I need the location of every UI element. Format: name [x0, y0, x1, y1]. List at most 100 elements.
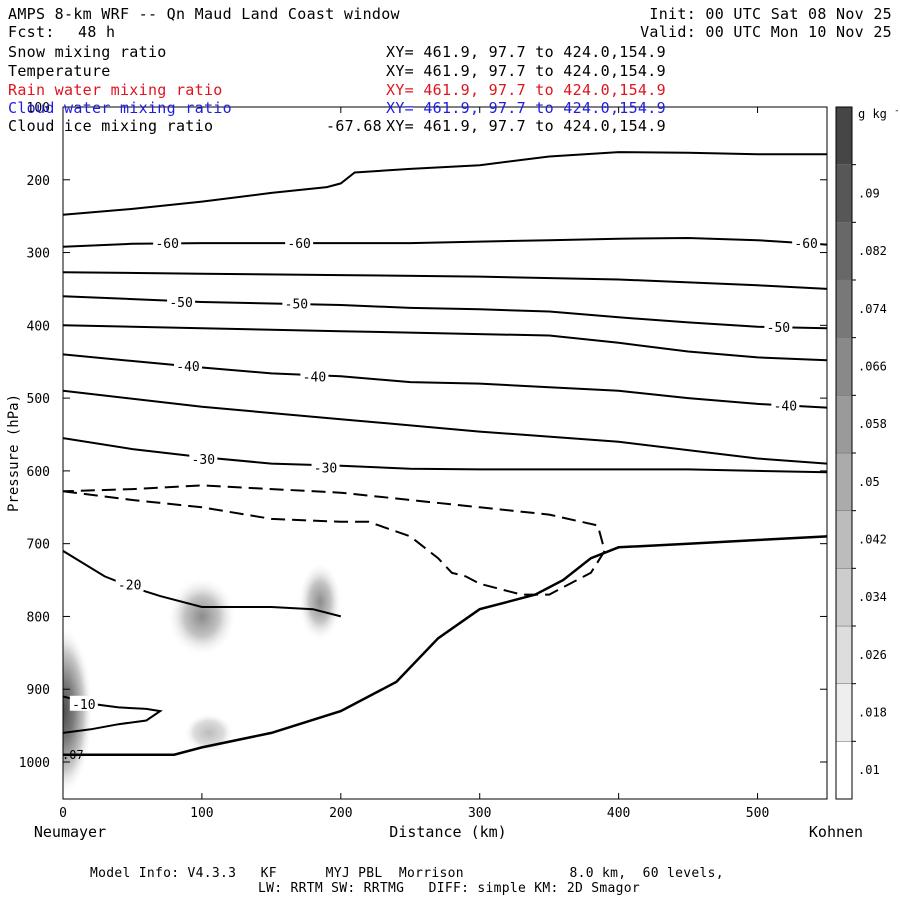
colorbar-bin — [835, 164, 853, 223]
terrain-boundary-contour — [63, 535, 827, 756]
contour-label-bg — [311, 459, 340, 475]
y-tick-label: 600 — [27, 465, 50, 480]
colorbar-label: .042 — [858, 533, 887, 547]
y-tick-label: 100 — [27, 101, 50, 116]
contour-label: -60 — [794, 237, 817, 252]
footer-model-info: Model Info: V4.3.3 KF MYJ PBL Morrison 8… — [90, 866, 724, 881]
temperature-contour — [63, 389, 827, 465]
field-xy-temperature: XY= 461.9, 97.7 to 424.0,154.9 — [386, 62, 666, 80]
field-label-cloud-ice: Cloud ice mixing ratio — [8, 117, 214, 135]
colorbar-bin — [835, 222, 853, 281]
contour-label: -30 — [192, 453, 215, 468]
x-tick-label: 200 — [329, 806, 352, 821]
contour-label-bg — [153, 235, 182, 251]
forecast-value: 48 h — [78, 23, 116, 41]
colorbar-bin — [835, 741, 853, 800]
temperature-contour — [63, 550, 342, 618]
x-tick-label: 0 — [59, 806, 67, 821]
colorbar-label: .05 — [858, 475, 880, 489]
colorbar-bin — [835, 625, 853, 684]
shaded-maximum — [166, 576, 237, 657]
contour-label-bg — [282, 295, 311, 311]
colorbar-label: .058 — [858, 417, 887, 431]
footer-model-config: LW: RRTM SW: RRTMG DIFF: simple KM: 2D S… — [258, 881, 640, 896]
contour-labels: -60 -60 -60 -50 -50 -50 -40 -40 -40 -30 -30 -20 -10 — [69, 235, 821, 713]
temperature-contour — [63, 695, 163, 734]
y-tick-label: 200 — [27, 174, 50, 189]
contour-label-bg — [771, 397, 800, 413]
x-tick-label: 400 — [607, 806, 630, 821]
y-tick-label: 700 — [27, 538, 50, 553]
contour-label: -50 — [767, 321, 790, 336]
forecast-label: Fcst: — [8, 23, 55, 41]
colorbar-label: .082 — [858, 244, 887, 258]
contour-label-bg — [792, 235, 821, 251]
colorbar-bin — [835, 452, 853, 511]
field-label-rain: Rain water mixing ratio — [8, 81, 223, 99]
contour-label: -40 — [303, 370, 326, 385]
field-label-cloud-water: Cloud water mixing ratio — [8, 99, 232, 117]
field-xy-cloud-water: XY= 461.9, 97.7 to 424.0,154.9 — [386, 99, 666, 117]
colorbar-label: .074 — [858, 302, 887, 316]
temperature-contour — [63, 236, 827, 248]
contour-label: -60 — [287, 237, 310, 252]
field-xy-cloud-ice: XY= 461.9, 97.7 to 424.0,154.9 — [386, 117, 666, 135]
temperature-contour — [63, 437, 827, 474]
contour-label: -50 — [285, 298, 308, 313]
x-left-station-label: Neumayer — [34, 823, 106, 841]
contour-label-bg — [764, 318, 793, 334]
tropopause-contour — [63, 151, 827, 216]
y-tick-label: 500 — [27, 392, 50, 407]
colorbar-bin — [835, 337, 853, 396]
colorbar-label: .018 — [858, 706, 887, 720]
header-title: AMPS 8-km WRF -- Qn Maud Land Coast wind… — [8, 5, 400, 23]
contour-label-bg — [285, 235, 314, 251]
colorbar-bin — [835, 683, 853, 742]
y-tick-label: 300 — [27, 247, 50, 262]
y-tick-label: 400 — [27, 319, 50, 334]
colorbar-bin — [835, 395, 853, 454]
colorbar: .01 .018 .026 .034 .042 .05 .058 .066 .074 .082 .0… — [835, 106, 900, 800]
y-tick-label: 800 — [27, 610, 50, 625]
colorbar-label: .09 — [858, 187, 880, 201]
shaded-maximum — [297, 561, 342, 642]
colorbar-label: .026 — [858, 648, 887, 662]
contour-label: -30 — [314, 461, 337, 476]
contour-label: -40 — [176, 360, 199, 375]
colorbar-bin — [835, 106, 853, 165]
y-tick-label: 1000 — [19, 756, 50, 771]
contour-label-bg — [174, 358, 203, 374]
colorbar-unit: g kg -1 — [858, 106, 900, 121]
field-label-temperature: Temperature — [8, 62, 111, 80]
contour-value-annotation: .07 — [62, 748, 84, 762]
contour-label: -50 — [169, 296, 192, 311]
contour-label-bg — [167, 294, 196, 310]
contour-label-bg — [300, 368, 329, 384]
colorbar-label: .01 — [858, 763, 880, 777]
contour-label-bg — [189, 451, 218, 467]
contour-label: -60 — [155, 237, 178, 252]
colorbar-bin — [835, 279, 853, 338]
field-value-cloud-ice: -67.68 — [326, 117, 382, 135]
contour-label-bg — [69, 695, 98, 711]
contour-label: -10 — [72, 698, 95, 713]
x-tick-label: 300 — [468, 806, 491, 821]
field-xy-snow: XY= 461.9, 97.7 to 424.0,154.9 — [386, 43, 666, 61]
y-axis-label: Pressure (hPa) — [6, 394, 22, 512]
x-axis-label: Distance (km) — [389, 823, 506, 841]
x-tick-label: 100 — [190, 806, 213, 821]
contour-label-bg — [115, 576, 144, 592]
colorbar-label: .066 — [858, 360, 887, 374]
axes: 0 100 200 300 400 500 100 200 300 400 500 600 700 800… — [19, 101, 827, 821]
field-label-snow: Snow mixing ratio — [8, 43, 167, 61]
y-tick-label: 900 — [27, 683, 50, 698]
field-xy-rain: XY= 461.9, 97.7 to 424.0,154.9 — [386, 81, 666, 99]
colorbar-label: .034 — [858, 590, 887, 604]
x-tick-label: 500 — [746, 806, 769, 821]
temperature-contour — [63, 271, 827, 290]
colorbar-unit-exponent: -1 — [894, 106, 900, 116]
plot-frame — [62, 106, 828, 800]
contour-label: -40 — [774, 399, 797, 414]
colorbar-bin — [835, 510, 853, 569]
